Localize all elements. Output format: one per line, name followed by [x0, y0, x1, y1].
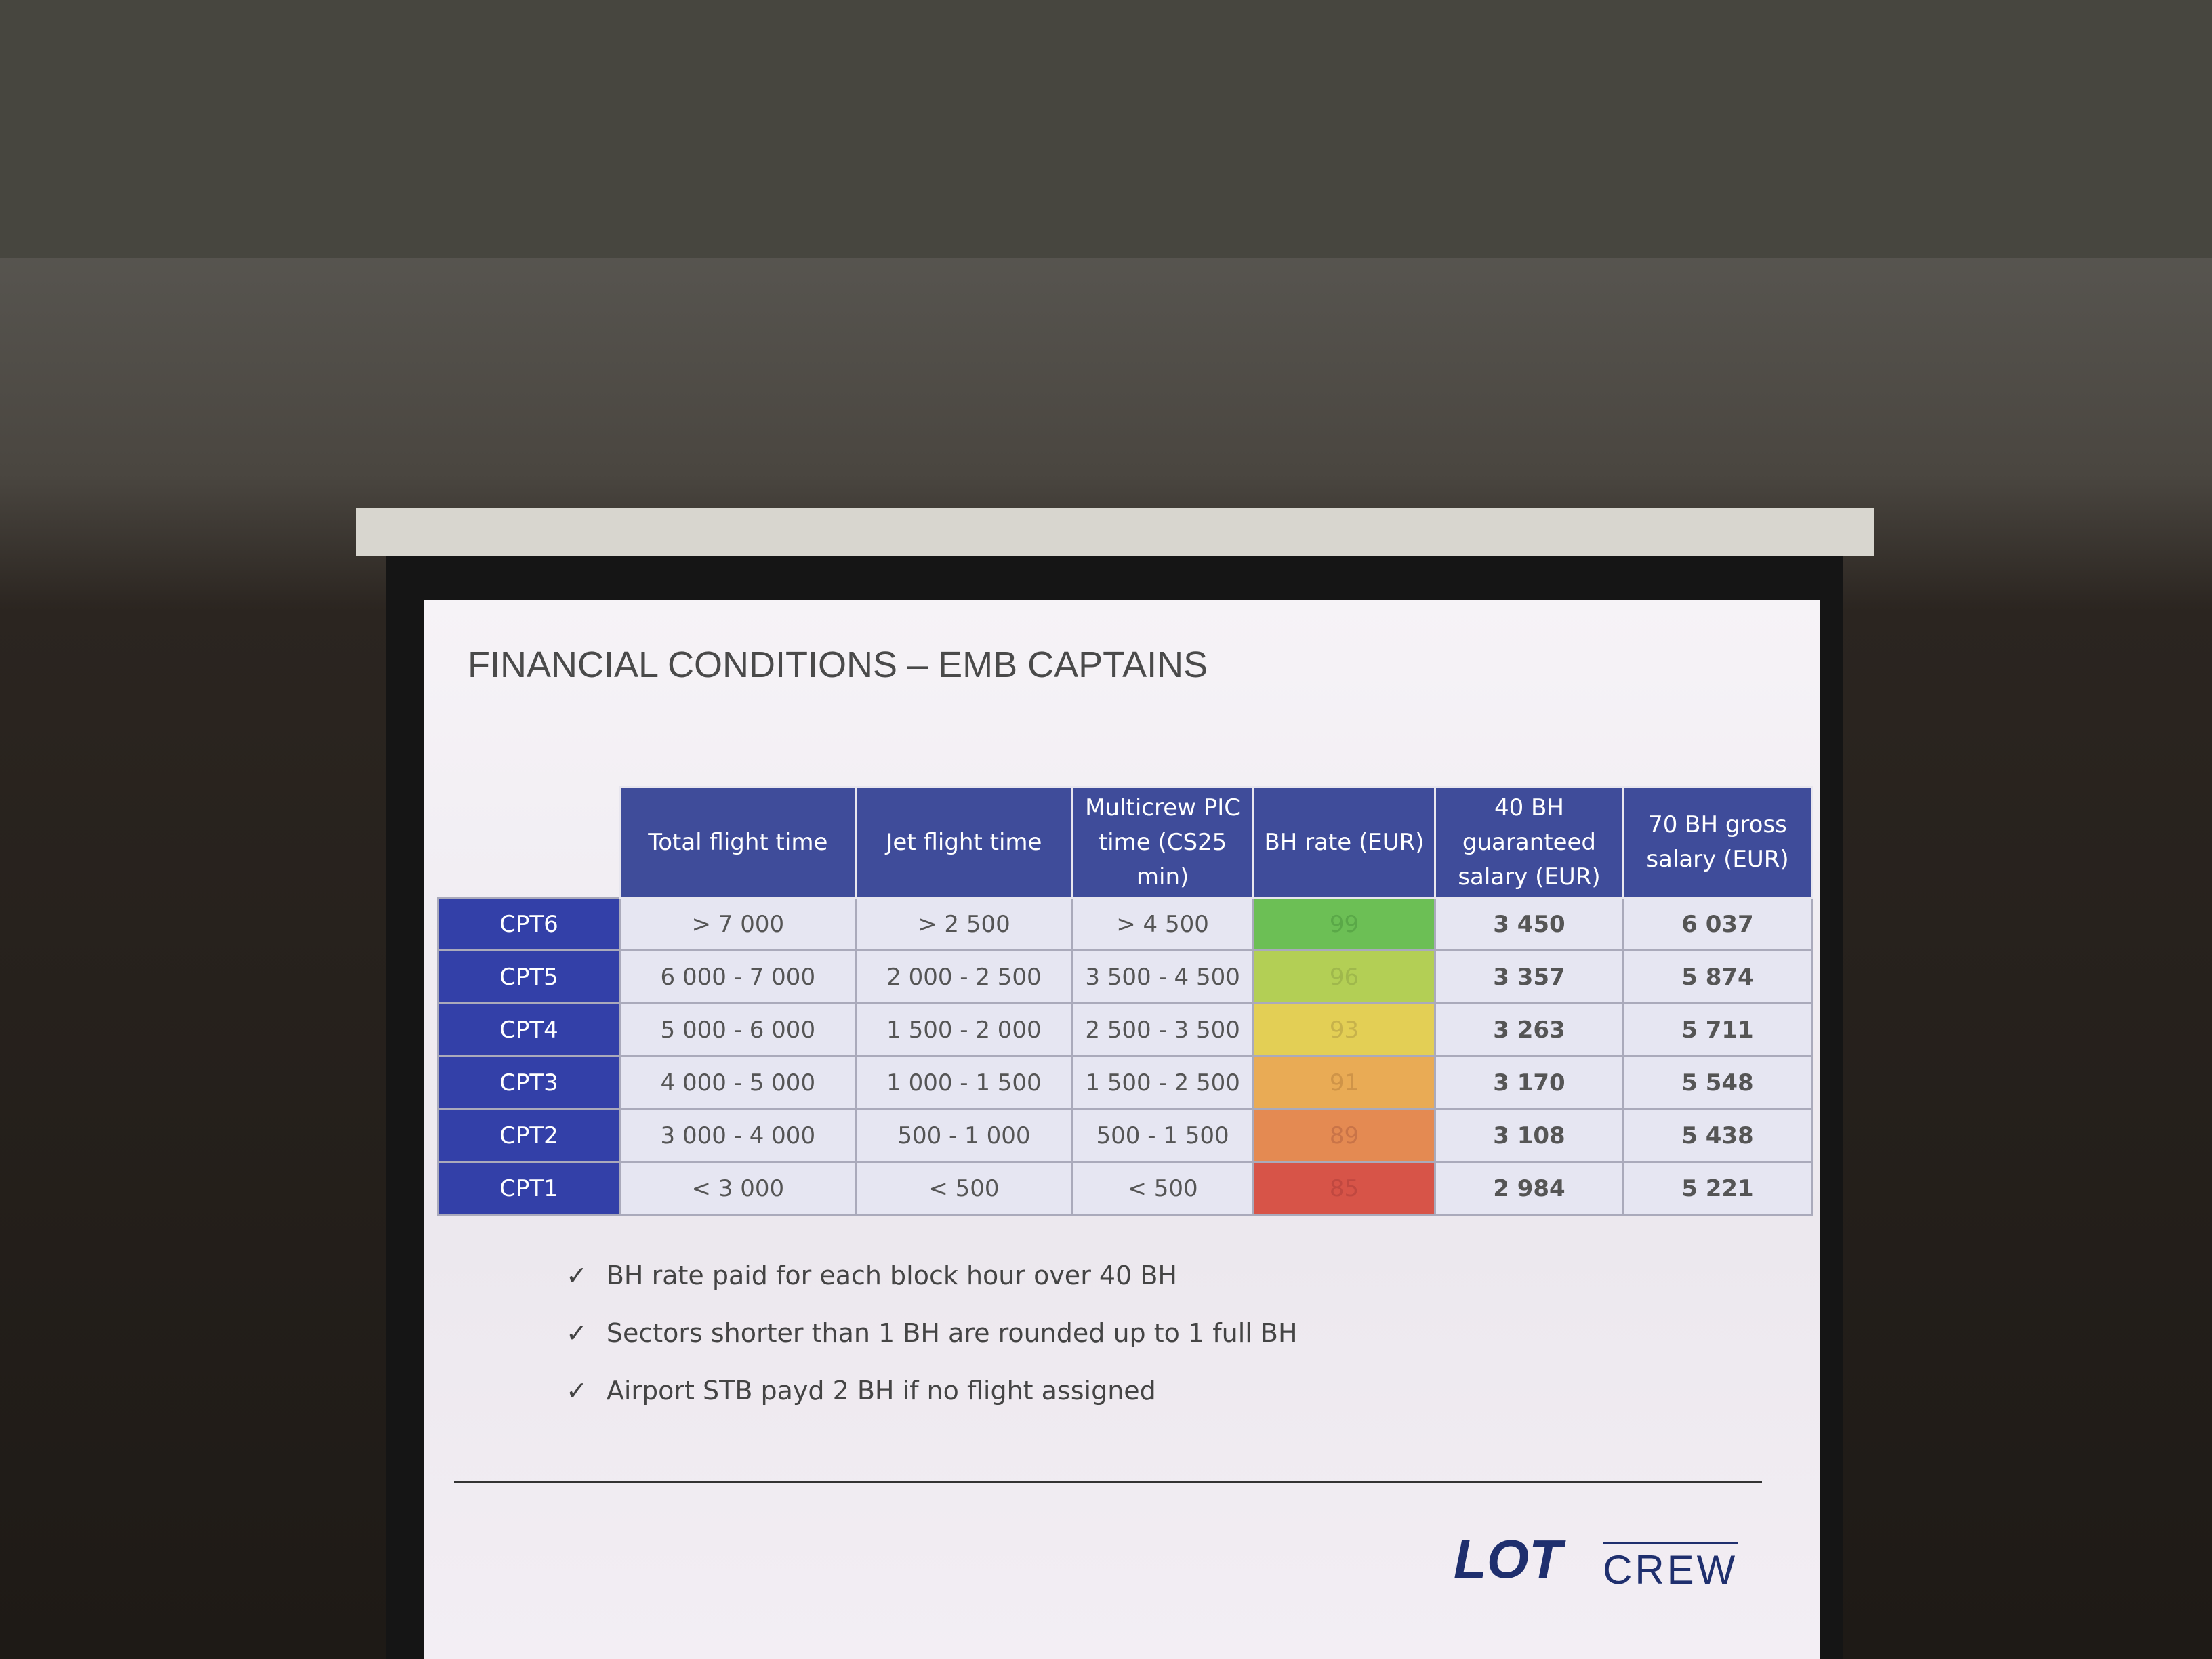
- table-cell: > 4 500: [1071, 897, 1255, 951]
- column-header: Multicrew PIC time (CS25 min): [1071, 786, 1255, 899]
- table-cell: 3 357: [1433, 949, 1624, 1004]
- table-row: CPT1 < 3 000 < 500 < 500 85 2 984 5 221: [437, 1161, 1814, 1216]
- row-label: CPT4: [437, 1002, 621, 1057]
- table-cell: 5 711: [1622, 1002, 1814, 1057]
- ceiling: [0, 0, 2212, 258]
- table-cell: < 500: [855, 1161, 1073, 1216]
- row-label: CPT2: [437, 1108, 621, 1163]
- table-row: CPT5 6 000 - 7 000 2 000 - 2 500 3 500 - 4 …: [437, 949, 1814, 1004]
- table-row: CPT4 5 000 - 6 000 1 500 - 2 000 2 500 - 3 …: [437, 1002, 1814, 1057]
- table-cell: 5 438: [1622, 1108, 1814, 1163]
- slide: FINANCIAL CONDITIONS – EMB CAPTAINS Tota…: [424, 600, 1820, 1659]
- row-label: CPT3: [437, 1055, 621, 1110]
- table-cell: 96: [1252, 949, 1436, 1004]
- table-cell: 500 - 1 500: [1071, 1108, 1255, 1163]
- table-cell: 3 170: [1433, 1055, 1624, 1110]
- table-cell: 91: [1252, 1055, 1436, 1110]
- table-cell: 500 - 1 000: [855, 1108, 1073, 1163]
- slide-title: FINANCIAL CONDITIONS – EMB CAPTAINS: [468, 644, 1208, 685]
- table-cell: 2 500 - 3 500: [1071, 1002, 1255, 1057]
- table-cell: 6 037: [1622, 897, 1814, 951]
- table-cell: 85: [1252, 1161, 1436, 1216]
- table-cell: 5 874: [1622, 949, 1814, 1004]
- table-cell: 93: [1252, 1002, 1436, 1057]
- column-header: 40 BH guaranteed salary (EUR): [1433, 786, 1624, 899]
- row-label: CPT5: [437, 949, 621, 1004]
- column-header: BH rate (EUR): [1252, 786, 1436, 899]
- screen-housing: [356, 508, 1874, 556]
- table-cell: 99: [1252, 897, 1436, 951]
- header-row: Total flight time Jet flight time Multicre…: [438, 786, 1814, 899]
- table-cell: 2 000 - 2 500: [855, 949, 1073, 1004]
- table-cell: 89: [1252, 1108, 1436, 1163]
- table-cell: 3 500 - 4 500: [1071, 949, 1255, 1004]
- note: Sectors shorter than 1 BH are rounded up…: [566, 1318, 1298, 1376]
- table-cell: 1 000 - 1 500: [855, 1055, 1073, 1110]
- notes: BH rate paid for each block hour over 40…: [566, 1261, 1298, 1433]
- table-cell: > 7 000: [618, 897, 857, 951]
- note: Airport STB payd 2 BH if no flight assig…: [566, 1376, 1298, 1433]
- column-header: Jet flight time: [855, 786, 1073, 899]
- conditions-table: Total flight time Jet flight time Multicre…: [437, 786, 1814, 1216]
- row-label: CPT6: [437, 897, 621, 951]
- table-cell: 1 500 - 2 500: [1071, 1055, 1255, 1110]
- column-header: 70 BH gross salary (EUR): [1622, 786, 1814, 899]
- table-row: CPT6 > 7 000 > 2 500 > 4 500 99 3 450 6 037: [437, 897, 1814, 951]
- table-cell: 1 500 - 2 000: [855, 1002, 1073, 1057]
- table-cell: > 2 500: [855, 897, 1073, 951]
- logo-brand: LOT: [1454, 1529, 1562, 1589]
- table-body: CPT6 > 7 000 > 2 500 > 4 500 99 3 450 6 037 CPT…: [437, 897, 1814, 1216]
- divider: [454, 1481, 1762, 1483]
- table-cell: 5 000 - 6 000: [618, 1002, 857, 1057]
- row-label: CPT1: [437, 1161, 621, 1216]
- table-cell: < 3 000: [618, 1161, 857, 1216]
- table-cell: 5 548: [1622, 1055, 1814, 1110]
- table-cell: 5 221: [1622, 1161, 1814, 1216]
- table-cell: < 500: [1071, 1161, 1255, 1216]
- corner-cell: [438, 787, 620, 898]
- table-cell: 6 000 - 7 000: [618, 949, 857, 1004]
- table-cell: 4 000 - 5 000: [618, 1055, 857, 1110]
- logo-sub: CREW: [1603, 1542, 1738, 1593]
- table-cell: 3 263: [1433, 1002, 1624, 1057]
- table-cell: 3 450: [1433, 897, 1624, 951]
- table-row: CPT3 4 000 - 5 000 1 000 - 1 500 1 500 - 2 …: [437, 1055, 1814, 1110]
- column-header: Total flight time: [618, 786, 857, 899]
- table-cell: 3 000 - 4 000: [618, 1108, 857, 1163]
- table-cell: 3 108: [1433, 1108, 1624, 1163]
- note: BH rate paid for each block hour over 40…: [566, 1261, 1298, 1318]
- table-row: CPT2 3 000 - 4 000 500 - 1 000 500 - 1 500 8…: [437, 1108, 1814, 1163]
- table-cell: 2 984: [1433, 1161, 1624, 1216]
